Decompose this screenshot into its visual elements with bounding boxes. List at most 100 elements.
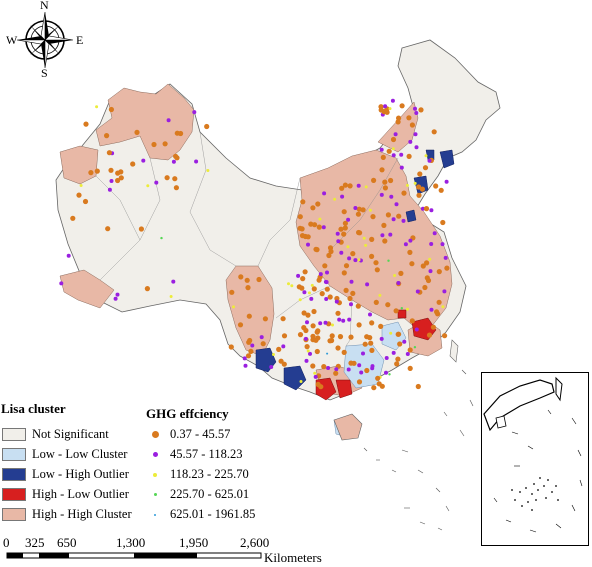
ghg-point	[178, 130, 184, 137]
ghg-point	[347, 256, 352, 261]
ghg-point	[429, 242, 434, 246]
ghg-point	[383, 104, 388, 109]
ghg-point	[321, 364, 327, 370]
ghg-point	[108, 106, 114, 113]
lisa-legend-item: Low - Low Cluster	[2, 447, 127, 462]
ghg-point	[348, 334, 354, 340]
ghg-point	[407, 249, 413, 255]
ghg-point	[400, 307, 403, 310]
ghg-point	[301, 310, 307, 316]
ghg-point	[146, 184, 150, 188]
ghg-point	[296, 284, 302, 290]
ghg-point	[173, 153, 179, 159]
ghg-point	[115, 177, 121, 184]
ghg-point	[79, 184, 83, 187]
ghg-point	[436, 299, 442, 305]
ghg-point	[371, 177, 377, 183]
ghg-point	[192, 110, 197, 115]
ghg-point	[364, 243, 368, 247]
ghg-point	[443, 255, 448, 260]
ghg-point	[104, 133, 110, 139]
lisa-legend-item: Low - High Outlier	[2, 467, 129, 482]
ghg-point	[322, 263, 328, 269]
lisa-swatch	[2, 488, 26, 501]
ghg-point	[388, 232, 393, 237]
lisa-legend-label: Low - Low Cluster	[32, 447, 128, 461]
ghg-point	[397, 341, 403, 347]
ghg-point	[300, 199, 306, 205]
ghg-point	[405, 352, 410, 356]
ghg-point	[113, 296, 118, 301]
ghg-point	[356, 229, 362, 236]
scale-unit-label: Kilometers	[264, 550, 322, 565]
ghg-point	[414, 327, 419, 332]
ghg-point	[108, 167, 114, 173]
ghg-point	[369, 236, 375, 242]
ghg-point	[399, 103, 405, 109]
ghg-point	[402, 339, 407, 344]
ghg-point	[237, 322, 244, 328]
ghg-point	[341, 349, 347, 355]
ghg-point	[385, 302, 391, 308]
ghg-point	[368, 340, 374, 346]
ghg-point	[395, 331, 401, 337]
ghg-point	[311, 308, 317, 315]
ghg-point	[368, 312, 372, 317]
ghg-point	[444, 179, 449, 184]
ghg-point	[373, 299, 379, 305]
ghg-point	[425, 277, 432, 284]
ghg-point	[160, 236, 163, 240]
ghg-point	[310, 363, 316, 369]
scale-tick-label: 325	[25, 535, 45, 550]
ghg-point	[318, 321, 323, 326]
ghg-point	[396, 213, 402, 219]
ghg-point	[413, 106, 417, 111]
ghg-point	[309, 296, 314, 301]
ghg-point	[408, 139, 413, 144]
ghg-point	[409, 122, 415, 128]
ghg-point	[401, 190, 407, 196]
ghg-point	[389, 331, 393, 335]
ghg-point	[281, 333, 288, 339]
ghg-point	[369, 253, 375, 259]
ghg-point	[379, 167, 385, 173]
ghg-point	[341, 231, 347, 237]
ghg-point	[430, 324, 436, 330]
ghg-legend-item: 225.70 - 625.01	[148, 487, 249, 502]
ghg-point	[305, 312, 311, 318]
ghg-point	[244, 277, 250, 283]
ghg-point	[356, 322, 362, 328]
ghg-point	[342, 182, 348, 188]
ghg-point	[384, 109, 390, 115]
ghg-point	[312, 222, 318, 228]
ghg-point	[313, 371, 317, 375]
ghg-point	[440, 242, 445, 247]
ghg-point	[351, 360, 357, 366]
ghg-point	[440, 219, 446, 226]
ghg-point	[378, 104, 384, 110]
ghg-point	[314, 348, 320, 355]
ghg-point	[413, 346, 417, 349]
ghg-point	[305, 320, 309, 325]
ghg-point	[323, 279, 328, 284]
ghg-point	[301, 325, 307, 331]
ghg-point	[396, 115, 402, 121]
ghg-point	[386, 148, 392, 154]
hainan-island	[333, 413, 363, 441]
ghg-point	[407, 365, 413, 371]
ghg-point	[406, 115, 412, 121]
ghg-point	[335, 345, 341, 351]
ghg-point	[302, 269, 308, 275]
ghg-point	[393, 308, 399, 314]
ghg-point	[333, 370, 339, 376]
ghg-point	[373, 260, 379, 266]
ghg-point	[364, 367, 370, 374]
ghg-point	[382, 179, 388, 185]
ghg-point	[94, 168, 100, 174]
ghg-point	[260, 341, 266, 347]
ghg-point	[416, 192, 422, 198]
ghg-point	[313, 246, 319, 252]
ghg-point	[399, 165, 404, 170]
ghg-point	[393, 274, 397, 277]
